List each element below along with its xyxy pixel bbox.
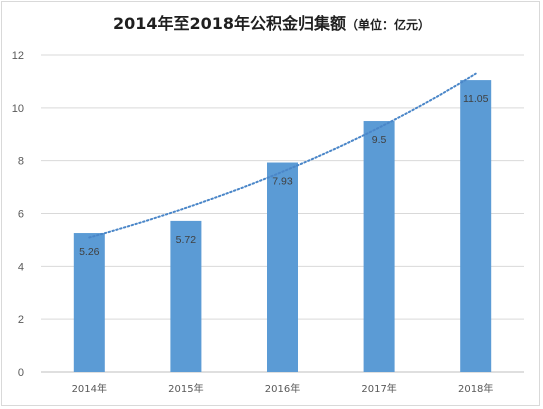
data-label: 7.93 <box>272 176 293 188</box>
y-tick-label: 10 <box>12 103 24 115</box>
bar <box>363 121 395 373</box>
x-tick-label: 2018年 <box>458 382 493 395</box>
y-tick-label: 4 <box>18 261 24 273</box>
y-tick-label: 6 <box>18 209 24 221</box>
bar <box>73 233 105 372</box>
chart-title-main: 2014年至2018年公积金归集额 <box>112 14 347 33</box>
bar <box>267 162 298 372</box>
y-tick-label: 0 <box>18 367 24 379</box>
data-label: 9.5 <box>372 134 387 146</box>
y-tick-label: 2 <box>18 314 24 326</box>
x-tick-label: 2017年 <box>361 382 396 395</box>
chart-title: 2014年至2018年公积金归集额（单位：亿元） <box>0 10 543 34</box>
x-tick-label: 2016年 <box>265 382 300 395</box>
bar <box>170 220 202 372</box>
x-axis-ticks: 2014年 2015年 2016年 2017年 2018年 <box>72 382 494 395</box>
data-label: 11.05 <box>463 93 489 105</box>
y-tick-label: 8 <box>18 156 24 168</box>
data-labels: 5.26 5.72 7.93 9.5 11.05 <box>79 93 489 258</box>
data-label: 5.72 <box>176 234 197 246</box>
trendline <box>88 72 477 239</box>
x-tick-label: 2014年 <box>72 382 107 395</box>
y-axis-ticks: 0 2 4 6 8 10 12 <box>12 50 24 379</box>
y-tick-label: 12 <box>12 50 24 62</box>
chart-title-unit: （单位：亿元） <box>346 18 431 32</box>
data-label: 5.26 <box>79 246 100 258</box>
bars <box>73 80 492 373</box>
x-tick-label: 2015年 <box>168 382 203 395</box>
bar <box>460 80 492 373</box>
